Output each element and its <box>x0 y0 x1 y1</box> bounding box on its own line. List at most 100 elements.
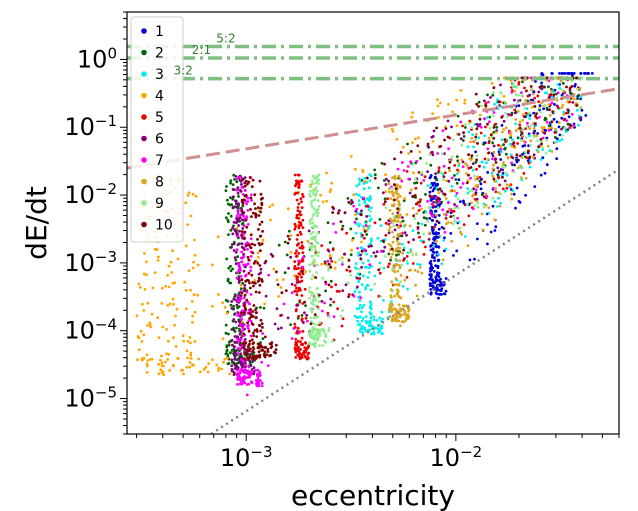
data-point <box>360 209 363 213</box>
data-point <box>509 153 513 157</box>
data-point <box>391 267 395 271</box>
data-point <box>298 330 302 334</box>
data-point <box>249 334 253 338</box>
data-point <box>578 116 582 120</box>
data-point <box>418 150 422 154</box>
data-point <box>241 192 245 196</box>
data-point <box>529 76 533 80</box>
data-point <box>282 302 286 306</box>
data-point <box>245 383 249 386</box>
data-point <box>198 370 202 374</box>
data-point <box>367 186 371 190</box>
data-point <box>246 200 250 203</box>
data-point <box>500 124 504 127</box>
data-point <box>320 309 324 313</box>
data-point <box>216 235 220 239</box>
data-point <box>370 332 373 336</box>
data-point <box>325 171 328 175</box>
data-point <box>259 197 263 201</box>
data-point <box>438 187 442 191</box>
data-point <box>414 177 417 181</box>
data-point <box>431 215 434 218</box>
data-point <box>575 108 579 112</box>
data-point <box>503 101 507 104</box>
data-point <box>570 85 574 88</box>
data-point <box>403 278 407 282</box>
data-point <box>232 220 236 224</box>
data-point <box>558 72 561 75</box>
data-point <box>300 241 304 244</box>
data-point <box>422 211 426 214</box>
data-point <box>266 364 270 367</box>
data-point <box>250 322 254 326</box>
data-point <box>164 284 168 288</box>
data-point <box>486 171 490 174</box>
data-point <box>247 258 251 262</box>
data-point <box>368 263 372 267</box>
data-point <box>482 202 486 206</box>
data-point <box>297 217 300 220</box>
data-point <box>450 185 454 188</box>
data-point <box>417 231 420 235</box>
data-point <box>476 201 479 205</box>
resonance-label-5-2: 5:2 <box>216 31 235 45</box>
data-point <box>311 302 315 306</box>
data-point <box>279 286 283 289</box>
data-point <box>379 224 383 228</box>
data-point <box>239 330 243 334</box>
data-point <box>398 266 402 270</box>
data-point <box>264 294 268 298</box>
data-point <box>217 369 220 372</box>
data-point <box>500 130 504 134</box>
data-point <box>168 369 172 372</box>
data-point <box>295 293 299 297</box>
data-point <box>251 310 255 313</box>
data-point <box>247 243 251 247</box>
data-point <box>515 85 519 89</box>
data-point <box>329 279 333 283</box>
data-point <box>497 100 501 104</box>
data-point <box>326 259 330 263</box>
data-point <box>579 72 583 75</box>
data-point <box>483 134 486 138</box>
data-point <box>573 84 577 88</box>
data-point <box>351 238 354 242</box>
data-point <box>360 310 363 314</box>
data-point <box>246 376 250 379</box>
data-point <box>301 246 305 249</box>
data-point <box>360 283 364 286</box>
data-point <box>289 255 292 259</box>
data-point <box>188 336 192 339</box>
data-point <box>486 157 489 161</box>
data-point <box>484 192 488 196</box>
data-point <box>310 217 314 221</box>
data-point <box>236 294 240 298</box>
data-point <box>307 351 311 355</box>
data-point <box>246 255 250 259</box>
data-point <box>416 262 419 266</box>
data-point <box>288 237 291 241</box>
data-point <box>242 380 246 384</box>
data-point <box>237 202 240 206</box>
data-point <box>443 213 446 216</box>
legend-marker-4 <box>141 92 147 99</box>
data-point <box>528 165 532 169</box>
data-point <box>301 251 305 255</box>
data-point <box>455 98 459 102</box>
data-point <box>253 260 257 263</box>
data-point <box>269 354 273 357</box>
data-point <box>484 102 488 105</box>
data-point <box>311 182 315 186</box>
data-point <box>290 282 294 286</box>
data-point <box>407 315 411 319</box>
data-point <box>403 310 407 314</box>
data-point <box>245 352 248 356</box>
data-point <box>416 200 420 204</box>
data-point <box>354 231 358 235</box>
data-point <box>554 131 558 134</box>
data-point <box>365 283 369 287</box>
data-point <box>352 193 355 197</box>
data-point <box>514 129 518 133</box>
data-point <box>338 290 341 293</box>
data-point <box>345 268 349 272</box>
